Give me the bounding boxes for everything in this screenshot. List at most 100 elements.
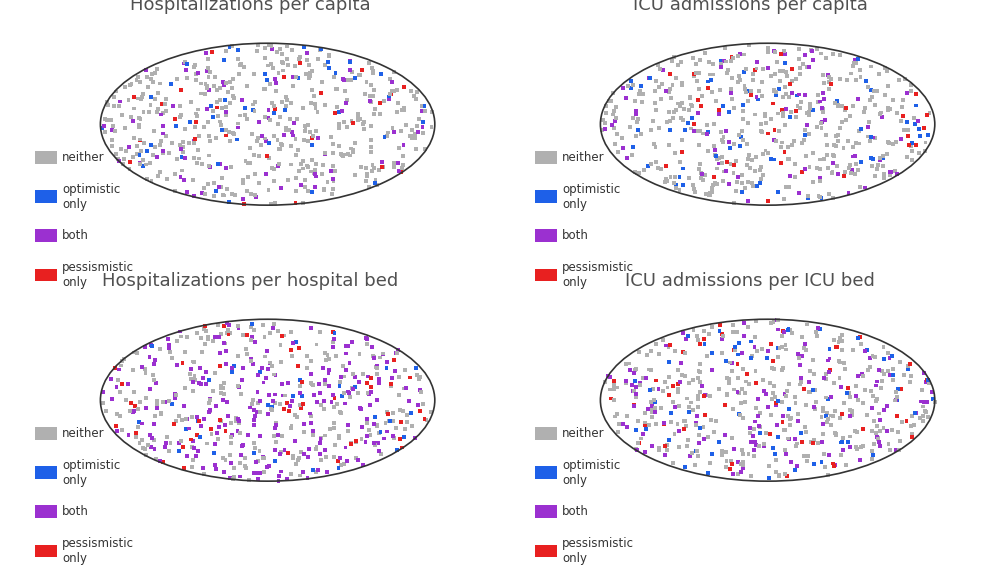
Point <box>722 143 738 152</box>
Point <box>281 125 297 135</box>
Point <box>310 465 326 474</box>
Point <box>363 388 379 397</box>
Point <box>172 140 188 149</box>
Point <box>770 109 786 118</box>
Point <box>735 365 751 374</box>
Point <box>288 151 304 160</box>
Point <box>734 187 750 197</box>
Point <box>836 398 852 407</box>
Point <box>325 174 341 183</box>
Point <box>676 424 692 434</box>
Point <box>285 452 301 461</box>
Point <box>831 374 847 383</box>
Point <box>265 63 281 72</box>
Point <box>648 106 664 115</box>
Point <box>753 174 769 183</box>
Point <box>836 171 852 181</box>
Point <box>292 400 308 409</box>
Point <box>328 351 344 361</box>
Point <box>375 349 391 358</box>
Point <box>846 59 862 68</box>
Point <box>304 156 320 165</box>
Point <box>285 82 301 91</box>
Point <box>780 411 796 420</box>
Point <box>723 57 739 66</box>
Point <box>678 334 694 343</box>
Point <box>232 472 248 481</box>
Point <box>252 432 268 441</box>
Point <box>95 398 111 407</box>
Point <box>312 449 328 458</box>
Point <box>185 357 201 366</box>
Point <box>233 450 249 459</box>
Point <box>295 198 311 208</box>
Point <box>365 68 381 78</box>
Point <box>278 93 294 102</box>
Point <box>739 370 755 379</box>
Point <box>396 384 412 393</box>
Point <box>386 162 402 171</box>
Point <box>799 320 815 329</box>
Point <box>701 329 717 338</box>
Point <box>902 359 918 369</box>
Point <box>129 141 145 150</box>
Point <box>274 140 290 150</box>
Point <box>181 424 197 433</box>
Point <box>165 102 181 111</box>
Point <box>880 366 896 375</box>
Point <box>862 136 878 145</box>
Point <box>97 114 113 124</box>
Point <box>740 96 756 105</box>
Text: optimistic
only: optimistic only <box>62 459 120 486</box>
Point <box>725 320 741 329</box>
Point <box>216 467 232 476</box>
Point <box>283 424 299 433</box>
Point <box>648 340 664 349</box>
Point <box>193 89 209 98</box>
Point <box>735 449 751 458</box>
Point <box>340 420 356 430</box>
Point <box>692 367 708 376</box>
Point <box>243 356 259 365</box>
Point <box>631 347 647 356</box>
Point <box>264 405 280 414</box>
Point <box>305 430 321 439</box>
Point <box>782 420 798 430</box>
Point <box>194 347 210 356</box>
Point <box>401 396 417 405</box>
Point <box>730 77 746 86</box>
Point <box>336 389 352 398</box>
Point <box>885 140 901 149</box>
Point <box>121 143 137 152</box>
Point <box>722 160 738 169</box>
Point <box>788 398 804 408</box>
Point <box>333 149 349 158</box>
Point <box>805 149 821 158</box>
Point <box>254 363 270 373</box>
Point <box>847 152 863 161</box>
Point <box>132 114 148 124</box>
Point <box>763 114 779 124</box>
Point <box>650 60 666 69</box>
Point <box>144 176 160 185</box>
Point <box>298 70 314 79</box>
Point <box>350 109 366 118</box>
Point <box>344 68 360 77</box>
Point <box>778 392 794 401</box>
Point <box>256 84 272 93</box>
Point <box>260 61 276 70</box>
Point <box>745 181 761 190</box>
Point <box>280 60 296 70</box>
Point <box>734 445 750 454</box>
Point <box>836 358 852 367</box>
Point <box>198 367 214 377</box>
Point <box>913 397 929 406</box>
Point <box>692 126 708 136</box>
Point <box>239 114 255 124</box>
Point <box>821 72 837 81</box>
Point <box>685 375 701 385</box>
Point <box>167 187 183 196</box>
Point <box>313 455 329 465</box>
Point <box>781 92 797 101</box>
Point <box>232 60 248 70</box>
